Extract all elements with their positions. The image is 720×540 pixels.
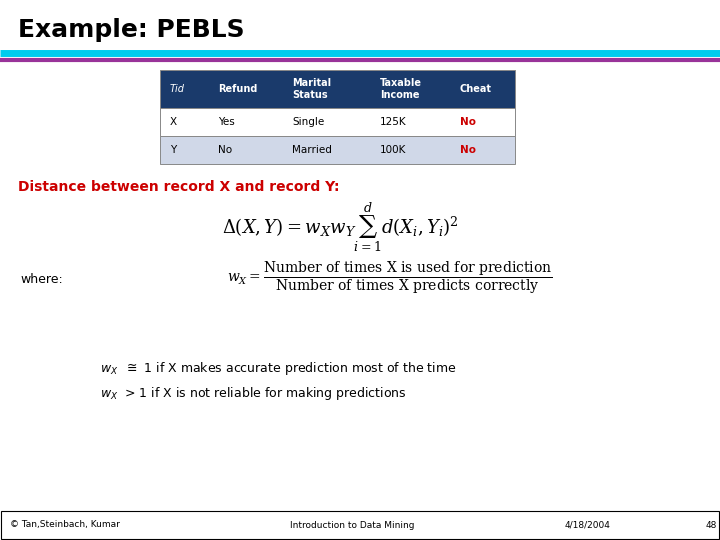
Text: Yes: Yes [218,117,235,127]
Text: Refund: Refund [218,84,257,94]
Text: Cheat: Cheat [460,84,492,94]
Bar [1,511,719,539]
Text: Single: Single [292,117,324,127]
Text: $w_X = \dfrac{\rm Number\ of\ times\ X\ is\ used\ for\ prediction}{\rm Number\ o: $w_X = \dfrac{\rm Number\ of\ times\ X\ … [228,260,553,296]
Text: No: No [460,117,476,127]
Text: 4/18/2004: 4/18/2004 [565,521,611,530]
Bar [160,70,515,108]
Text: Taxable
Income: Taxable Income [380,78,422,100]
Text: Tid: Tid [170,84,185,94]
Text: Married: Married [292,145,332,155]
Text: Distance between record X and record Y:: Distance between record X and record Y: [18,180,340,194]
Bar [160,108,515,136]
Text: $w_X$  > 1 if X is not reliable for making predictions: $w_X$ > 1 if X is not reliable for makin… [100,385,407,402]
Bar [160,136,515,164]
Text: Marital
Status: Marital Status [292,78,331,100]
Text: Introduction to Data Mining: Introduction to Data Mining [290,521,415,530]
Text: $\Delta(X,Y) = w_X w_Y \sum_{i=1}^{d} d(X_i, Y_i)^2$: $\Delta(X,Y) = w_X w_Y \sum_{i=1}^{d} d(… [222,200,459,254]
Text: Y: Y [170,145,176,155]
Text: © Tan,Steinbach, Kumar: © Tan,Steinbach, Kumar [10,521,120,530]
Text: Example: PEBLS: Example: PEBLS [18,18,245,42]
Text: 100K: 100K [380,145,406,155]
Text: 48: 48 [706,521,717,530]
Text: 125K: 125K [380,117,407,127]
Text: No: No [218,145,232,155]
Text: $w_X$  $\cong$ 1 if X makes accurate prediction most of the time: $w_X$ $\cong$ 1 if X makes accurate pred… [100,360,456,377]
Text: where:: where: [20,273,63,286]
Text: No: No [460,145,476,155]
Text: X: X [170,117,177,127]
